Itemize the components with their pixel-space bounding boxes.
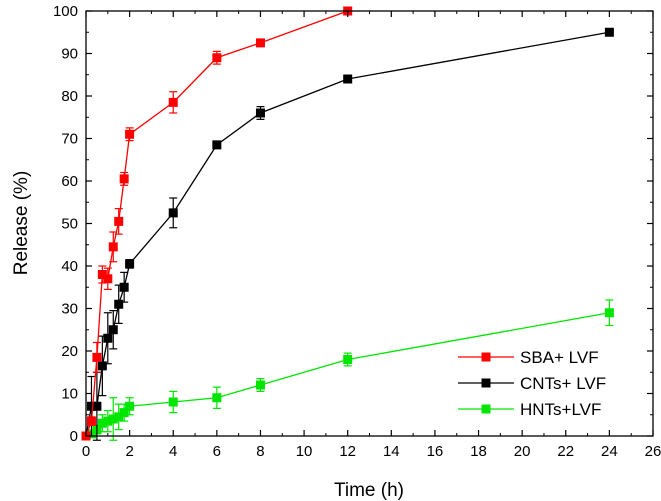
series-line <box>85 31 610 437</box>
data-point <box>108 242 118 252</box>
legend-entry-0: SBA+ LVF <box>458 348 599 367</box>
data-point <box>119 408 129 418</box>
x-tick-label: 0 <box>82 443 90 460</box>
x-tick-label: 16 <box>427 443 444 460</box>
x-tick-label: 20 <box>514 443 531 460</box>
x-tick-label: 26 <box>645 443 661 460</box>
y-tick-label: 20 <box>61 343 78 360</box>
y-tick-label: 60 <box>61 173 78 190</box>
legend-marker <box>481 352 491 362</box>
data-point <box>255 108 265 118</box>
series-line <box>85 10 348 437</box>
data-point <box>92 401 102 411</box>
data-point <box>97 270 107 279</box>
x-tick-label: 12 <box>339 443 356 460</box>
series-layer <box>81 6 614 441</box>
series-0 <box>81 6 353 441</box>
data-point <box>92 352 102 362</box>
y-tick-label: 70 <box>61 131 78 148</box>
data-point <box>255 38 265 48</box>
y-tick-label: 90 <box>61 46 78 63</box>
data-point <box>255 380 265 390</box>
data-point <box>108 325 118 335</box>
axes-layer: 0 2 4 6 8 10 12 14 16 18 20 22 24 2601020304050607080… <box>53 3 661 460</box>
y-tick-label: 50 <box>61 216 78 233</box>
y-tick-label: 40 <box>61 258 78 275</box>
data-point <box>103 333 113 343</box>
data-point <box>114 412 124 422</box>
data-point <box>168 97 178 107</box>
data-point <box>343 74 353 84</box>
data-point <box>97 361 107 371</box>
legend: SBA+ LVF CNTs+ LVF HNTs+LVF <box>458 348 606 419</box>
data-point <box>86 416 96 426</box>
y-tick-label: 0 <box>70 428 78 445</box>
data-point <box>108 414 118 424</box>
y-tick-label: 30 <box>61 301 78 318</box>
y-tick-label: 10 <box>61 386 78 403</box>
data-point <box>212 53 222 63</box>
legend-entry-2: HNTs+LVF <box>458 400 601 419</box>
legend-marker <box>481 404 491 414</box>
data-point <box>168 397 178 407</box>
legend-entry-1: CNTs+ LVF <box>458 374 606 393</box>
y-tick-label: 80 <box>61 88 78 105</box>
x-tick-label: 10 <box>296 443 313 460</box>
x-tick-label: 14 <box>383 443 400 460</box>
x-tick-label: 8 <box>256 443 264 460</box>
legend-label: SBA+ LVF <box>520 348 599 367</box>
x-tick-label: 22 <box>557 443 574 460</box>
x-tick-label: 18 <box>470 443 487 460</box>
x-tick-label: 4 <box>169 443 177 460</box>
data-point <box>604 308 614 318</box>
legend-marker <box>481 378 491 388</box>
x-axis-title: Time (h) <box>334 480 404 501</box>
data-point <box>125 259 135 269</box>
data-point <box>119 282 129 292</box>
x-tick-label: 6 <box>213 443 221 460</box>
data-point <box>212 140 222 150</box>
data-point <box>125 129 135 139</box>
data-point <box>103 274 113 284</box>
data-point <box>86 401 96 411</box>
data-point <box>168 208 178 218</box>
data-point <box>604 27 614 37</box>
data-point <box>343 355 353 364</box>
data-point <box>212 393 222 403</box>
x-tick-label: 2 <box>125 443 133 460</box>
y-tick-label: 100 <box>53 3 78 20</box>
y-axis-title: Release (%) <box>11 171 32 276</box>
data-point <box>97 418 107 428</box>
x-tick-label: 24 <box>601 443 618 460</box>
data-point <box>125 401 135 411</box>
series-2 <box>81 299 614 441</box>
legend-label: CNTs+ LVF <box>520 374 606 393</box>
data-point <box>114 216 124 226</box>
legend-label: HNTs+LVF <box>520 400 601 419</box>
data-point <box>103 416 113 426</box>
data-point <box>114 299 124 309</box>
data-point <box>119 174 129 184</box>
